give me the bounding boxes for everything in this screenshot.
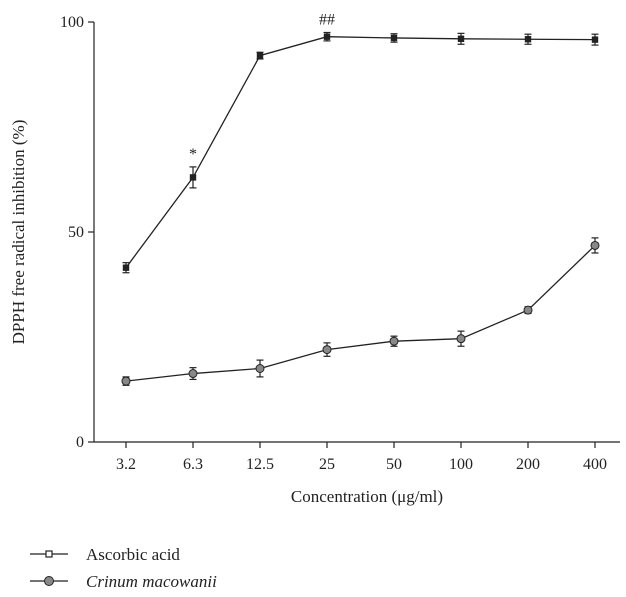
point-ascorbic-acid-400 bbox=[591, 36, 599, 43]
legend-label-crinum-macowanii: Crinum macowanii bbox=[86, 572, 217, 591]
point-crinum-macowanii-400 bbox=[590, 240, 600, 250]
x-tick-label-6-3: 6.3 bbox=[183, 456, 203, 473]
point-crinum-macowanii-6-3 bbox=[188, 369, 198, 379]
legend: Ascorbic acid Crinum macowanii bbox=[30, 545, 217, 591]
series-line-crinum-macowanii bbox=[125, 244, 596, 382]
x-axis-label: Concentration (μg/ml) bbox=[291, 487, 443, 506]
y-tick-label-100: 100 bbox=[60, 14, 84, 31]
x-tick-label-50: 50 bbox=[386, 456, 402, 473]
point-crinum-macowanii-25 bbox=[322, 345, 332, 355]
legend-marker-ascorbic-acid bbox=[45, 550, 53, 558]
point-crinum-macowanii-12-5 bbox=[255, 364, 265, 373]
series-layer bbox=[121, 31, 600, 386]
point-ascorbic-acid-6-3 bbox=[189, 174, 197, 181]
point-crinum-macowanii-50 bbox=[389, 336, 399, 346]
point-crinum-macowanii-3-2 bbox=[121, 376, 131, 386]
annotation-6-3: * bbox=[189, 146, 197, 163]
x-tick-label-100: 100 bbox=[449, 456, 473, 473]
point-crinum-macowanii-100 bbox=[456, 334, 466, 344]
y-tick-label-0: 0 bbox=[76, 434, 84, 451]
annotation-25: ## bbox=[319, 12, 335, 29]
x-tick-label-3-2: 3.2 bbox=[116, 456, 136, 473]
legend-label-ascorbic-acid: Ascorbic acid bbox=[86, 545, 180, 564]
y-tick-label-50: 50 bbox=[68, 224, 84, 241]
point-ascorbic-acid-12-5 bbox=[256, 52, 264, 59]
y-axis-label: DPPH free radical inhibition (%) bbox=[9, 120, 28, 345]
x-tick-label-400: 400 bbox=[583, 456, 607, 473]
point-ascorbic-acid-100 bbox=[457, 35, 465, 42]
axes bbox=[93, 22, 620, 443]
x-tick-label-200: 200 bbox=[516, 456, 540, 473]
annotations: * ## bbox=[189, 12, 335, 163]
ticks: 0 50 100 3.2 6.3 12.5 25 50 100 200 400 bbox=[60, 14, 607, 473]
x-tick-label-25: 25 bbox=[319, 456, 335, 473]
point-ascorbic-acid-200 bbox=[524, 36, 532, 43]
point-crinum-macowanii-200 bbox=[523, 305, 533, 315]
series-line-ascorbic-acid bbox=[125, 36, 596, 269]
x-tick-label-12-5: 12.5 bbox=[246, 456, 274, 473]
point-ascorbic-acid-50 bbox=[390, 34, 398, 42]
point-ascorbic-acid-25 bbox=[323, 33, 331, 40]
point-ascorbic-acid-3-2 bbox=[122, 264, 130, 271]
legend-item-ascorbic-acid: Ascorbic acid bbox=[30, 545, 180, 564]
legend-item-crinum-macowanii: Crinum macowanii bbox=[30, 572, 217, 591]
legend-marker-crinum-macowanii bbox=[44, 576, 54, 586]
series-ascorbic-acid bbox=[122, 31, 599, 274]
series-crinum-macowanii bbox=[121, 237, 600, 386]
